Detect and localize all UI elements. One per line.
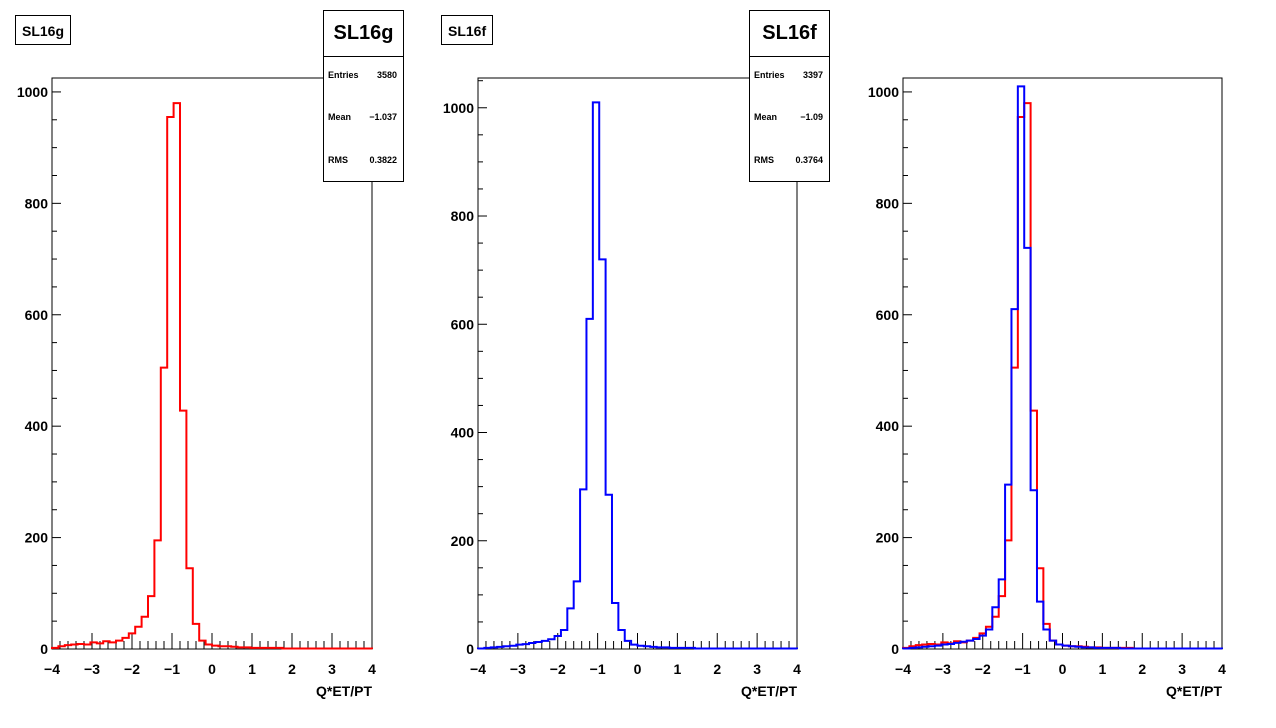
stat-label: RMS: [328, 155, 348, 165]
x-tick-label: −2: [550, 661, 566, 677]
panel2-title: SL16f: [441, 15, 494, 45]
x-tick-label: 4: [368, 661, 376, 677]
x-tick-label: −2: [975, 661, 991, 677]
x-tick-label: 0: [208, 661, 216, 677]
x-tick-label: −4: [895, 661, 911, 677]
x-tick-label: 1: [1098, 661, 1106, 677]
y-tick-label: 400: [451, 425, 475, 441]
x-tick-label: 0: [1059, 661, 1067, 677]
x-axis-label: Q*ET/PT: [741, 683, 797, 699]
panel1-stats-box: SL16g Entries 3580 Mean −1.037 RMS 0.382…: [323, 10, 404, 182]
panel2-stat-rms: RMS 0.3764: [754, 155, 823, 167]
stat-label: Entries: [328, 70, 359, 80]
x-tick-label: −2: [124, 661, 140, 677]
x-tick-label: 2: [713, 661, 721, 677]
y-tick-label: 600: [25, 307, 49, 323]
y-tick-label: 0: [40, 641, 48, 657]
histogram-line-red: [51, 102, 373, 650]
x-axis-label: Q*ET/PT: [316, 683, 372, 699]
histogram-line-blue: [477, 101, 798, 650]
x-tick-label: −3: [84, 661, 100, 677]
x-tick-label: −1: [590, 661, 606, 677]
stat-value: −1.037: [369, 112, 397, 122]
stat-value: 0.3822: [369, 155, 397, 165]
histogram-line-red: [902, 102, 1223, 650]
panel1-stat-rms: RMS 0.3822: [328, 155, 397, 167]
stat-value: −1.09: [800, 112, 823, 122]
y-tick-label: 600: [451, 316, 475, 332]
panel2-stat-entries: Entries 3397: [754, 70, 823, 82]
stat-label: Entries: [754, 70, 785, 80]
panel1-stats-title: SL16g: [324, 11, 403, 57]
y-tick-label: 600: [876, 307, 900, 323]
x-axis-label: Q*ET/PT: [1166, 683, 1222, 699]
panel2-stat-mean: Mean −1.09: [754, 112, 823, 124]
y-tick-label: 1000: [868, 84, 899, 100]
panel2-stats-title: SL16f: [750, 11, 829, 57]
panel1-title: SL16g: [15, 15, 72, 45]
y-tick-label: 0: [466, 641, 474, 657]
y-tick-label: 200: [25, 530, 49, 546]
panel2-stats-box: SL16f Entries 3397 Mean −1.09 RMS 0.3764: [749, 10, 830, 182]
x-tick-label: 2: [288, 661, 296, 677]
panel1-stat-mean: Mean −1.037: [328, 112, 397, 124]
plot-frame: [902, 77, 1223, 650]
x-tick-label: −3: [510, 661, 526, 677]
y-tick-label: 400: [876, 418, 900, 434]
y-tick-label: 1000: [443, 100, 474, 116]
histogram-line-blue: [902, 85, 1223, 650]
y-tick-label: 0: [891, 641, 899, 657]
x-tick-label: 3: [753, 661, 761, 677]
y-tick-label: 1000: [17, 84, 48, 100]
x-tick-label: −4: [44, 661, 60, 677]
x-tick-label: 1: [673, 661, 681, 677]
stat-label: Mean: [328, 112, 352, 122]
y-tick-label: 200: [451, 533, 475, 549]
stat-value: 0.3764: [795, 155, 823, 165]
x-tick-label: −1: [164, 661, 180, 677]
x-tick-label: 1: [248, 661, 256, 677]
stat-value: 3580: [376, 70, 397, 80]
x-tick-label: 0: [634, 661, 642, 677]
panel1-stat-entries: Entries 3580: [328, 70, 397, 82]
y-tick-label: 800: [25, 195, 49, 211]
x-tick-label: 2: [1138, 661, 1146, 677]
stat-value: 3397: [802, 70, 823, 80]
stat-label: Mean: [754, 112, 778, 122]
x-tick-label: −4: [470, 661, 486, 677]
stat-label: RMS: [754, 155, 774, 165]
y-tick-label: 400: [25, 418, 49, 434]
x-tick-label: 3: [328, 661, 336, 677]
y-tick-label: 200: [876, 530, 900, 546]
x-tick-label: −1: [1015, 661, 1031, 677]
x-tick-label: −3: [935, 661, 951, 677]
x-tick-label: 4: [1218, 661, 1226, 677]
y-tick-label: 800: [451, 208, 475, 224]
y-tick-label: 800: [876, 195, 900, 211]
x-tick-label: 4: [793, 661, 801, 677]
x-tick-label: 3: [1178, 661, 1186, 677]
